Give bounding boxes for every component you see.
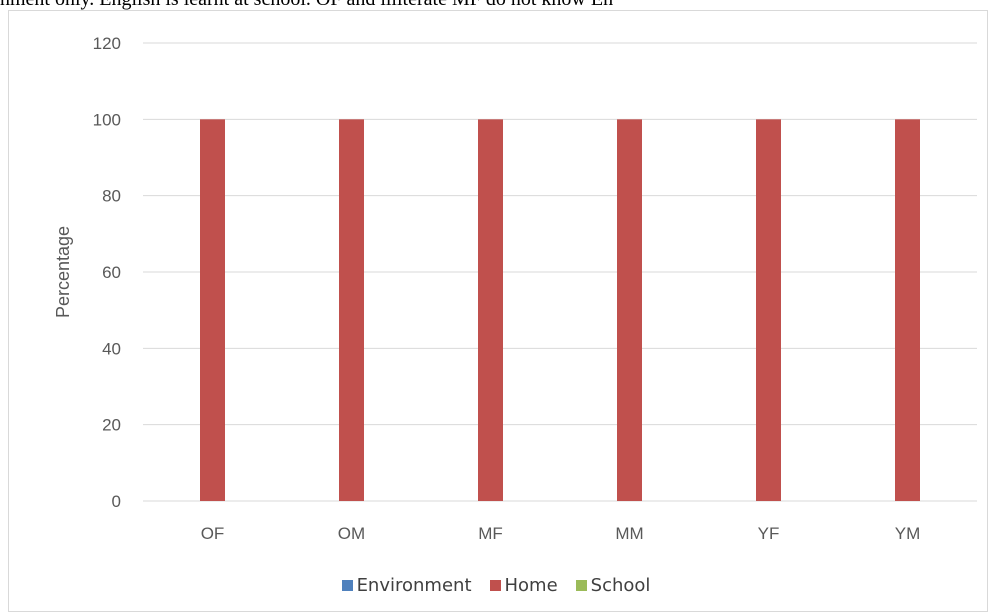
bar-home-yf: [756, 119, 781, 501]
x-tick-label: OF: [201, 524, 225, 543]
y-tick-label: 100: [93, 110, 121, 129]
bar-home-mf: [478, 119, 503, 501]
bar-home-ym: [895, 119, 920, 501]
legend-label-environment: Environment: [356, 574, 472, 596]
y-tick-label: 40: [102, 339, 121, 358]
chart-legend: Environment Home School: [0, 573, 992, 597]
x-tick-label: OM: [338, 524, 365, 543]
bar-home-om: [339, 119, 364, 501]
x-tick-label: YF: [758, 524, 780, 543]
y-tick-label: 0: [112, 492, 121, 511]
bar-home-of: [200, 119, 225, 501]
legend-swatch-home: [489, 579, 501, 591]
legend-swatch-school: [575, 579, 587, 591]
legend-label-home: Home: [504, 574, 558, 596]
x-tick-label: YM: [895, 524, 921, 543]
y-tick-label: 120: [93, 34, 121, 53]
legend-item-environment: Environment: [341, 574, 472, 596]
bar-home-mm: [617, 119, 642, 501]
caption-fragment: nment only. English is learnt at school.…: [0, 0, 992, 11]
legend-item-school: School: [575, 574, 651, 596]
y-tick-label: 60: [102, 263, 121, 282]
y-axis-title: Percentage: [53, 226, 73, 318]
y-tick-label: 20: [102, 416, 121, 435]
legend-item-home: Home: [489, 574, 558, 596]
x-tick-label: MM: [615, 524, 643, 543]
y-tick-label: 80: [102, 187, 121, 206]
legend-swatch-environment: [341, 579, 353, 591]
x-tick-label: MF: [478, 524, 503, 543]
legend-label-school: School: [590, 574, 651, 596]
